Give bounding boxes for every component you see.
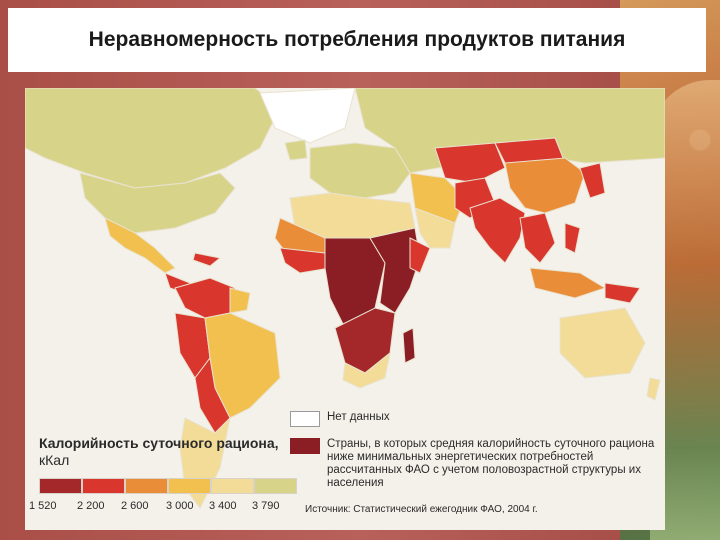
- no-data-label: Нет данных: [327, 411, 390, 423]
- region-caribbean: [192, 252, 222, 267]
- scale-segment: [168, 478, 211, 494]
- source-note: Источник: Статистический ежегодник ФАО, …: [305, 504, 538, 515]
- scale-segment: [82, 478, 125, 494]
- legend-unit: кКал: [39, 452, 70, 468]
- region-horn-of-africa: [409, 237, 431, 274]
- scale-tick: 3 790: [252, 500, 280, 512]
- map-panel: Калорийность суточного рациона, кКал 1 5…: [25, 88, 665, 530]
- legend-key-no-data: Нет данных: [290, 411, 390, 427]
- title-box: Неравномерность потребления продуктов пи…: [8, 8, 706, 72]
- region-new-guinea: [604, 282, 641, 304]
- scale-segment: [254, 478, 297, 494]
- scale-tick: 3 000: [166, 500, 194, 512]
- region-iceland-uk: [284, 139, 308, 161]
- region-indochina: [519, 212, 556, 264]
- region-india: [469, 197, 526, 264]
- scale-tick: 2 600: [121, 500, 149, 512]
- region-arabia: [414, 207, 456, 249]
- region-china: [504, 157, 586, 214]
- scale-segment: [39, 478, 82, 494]
- below-min-label: Страны, в которых средняя калорийность с…: [327, 438, 655, 489]
- scale-tick: 2 200: [77, 500, 105, 512]
- region-new-zealand: [646, 377, 661, 401]
- region-europe-west: [309, 142, 411, 199]
- world-map: [25, 88, 665, 530]
- region-greenland: [259, 88, 356, 144]
- region-west-africa-coast: [279, 247, 331, 274]
- region-korea-japan: [579, 162, 606, 199]
- legend-title: Калорийность суточного рациона, кКал: [39, 435, 279, 469]
- legend-key-below-min: Страны, в которых средняя калорийность с…: [290, 438, 662, 490]
- scale-ticks: 1 520 2 200 2 600 3 000 3 400 3 790: [29, 500, 289, 516]
- scale-segment: [125, 478, 168, 494]
- scale-tick: 1 520: [29, 500, 57, 512]
- region-central-asia: [434, 142, 506, 184]
- region-philippines: [564, 222, 581, 254]
- region-usa: [79, 172, 236, 234]
- scale-segment: [211, 478, 254, 494]
- scale-tick: 3 400: [209, 500, 237, 512]
- region-indonesia: [529, 267, 607, 299]
- color-scale: [39, 478, 297, 494]
- slide-title: Неравномерность потребления продуктов пи…: [88, 28, 626, 51]
- region-guianas: [229, 287, 251, 314]
- region-east-africa: [369, 227, 421, 314]
- region-madagascar: [402, 327, 416, 364]
- legend-title-text: Калорийность суточного рациона,: [39, 435, 279, 451]
- region-australia: [559, 307, 646, 379]
- no-data-swatch: [290, 411, 320, 427]
- region-south-africa: [342, 351, 391, 389]
- below-min-swatch: [290, 438, 320, 454]
